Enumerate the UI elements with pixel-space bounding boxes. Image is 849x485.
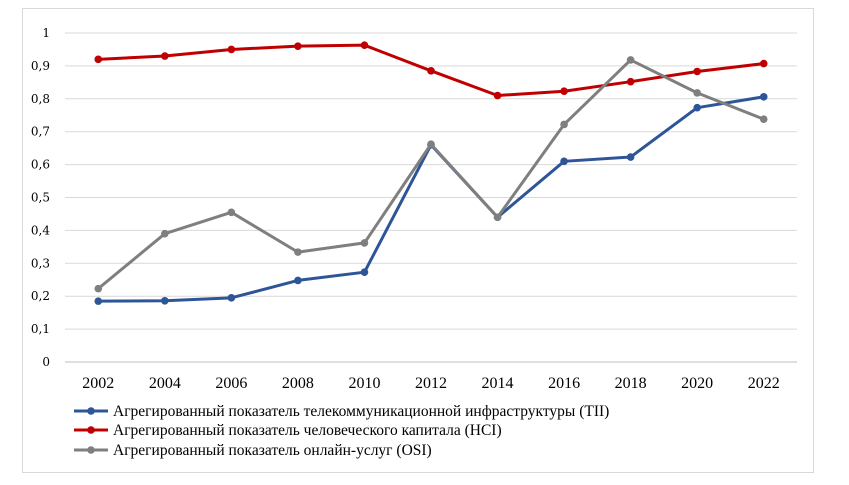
data-point <box>427 67 435 75</box>
data-point <box>360 41 369 49</box>
legend: Агрегированный показатель телекоммуникац… <box>74 403 609 459</box>
series-0 <box>94 93 768 305</box>
y-tick-label: 0,7 <box>31 125 50 139</box>
data-point <box>759 59 768 68</box>
y-tick-label: 0,1 <box>31 322 50 336</box>
legend-item-0: Агрегированный показатель телекоммуникац… <box>74 403 609 420</box>
data-point <box>161 229 169 238</box>
data-point <box>626 153 635 161</box>
data-point <box>693 67 701 76</box>
x-axis-ticks: 2002 2004 2006 2008 2010 2012 2014 2016 2018 2020… <box>82 375 779 392</box>
data-point <box>560 157 568 166</box>
y-tick-label: 0,9 <box>31 59 50 73</box>
data-point <box>493 91 502 100</box>
data-point <box>693 89 701 97</box>
series-1 <box>94 41 768 100</box>
x-tick-label: 2014 <box>482 375 514 392</box>
y-tick-label: 0,3 <box>31 256 50 270</box>
legend-item-2: Агрегированный показатель онлайн-услуг (… <box>74 442 432 459</box>
series-line <box>96 58 766 291</box>
x-tick-label: 2012 <box>415 375 447 392</box>
x-tick-label: 2018 <box>615 375 647 392</box>
data-point <box>94 55 103 64</box>
legend-swatch-marker <box>87 446 95 454</box>
y-tick-label: 0,6 <box>31 158 50 172</box>
legend-label: Агрегированный показатель человеческого … <box>113 422 502 439</box>
data-point <box>626 77 635 86</box>
gridlines <box>65 32 797 363</box>
legend-label: Агрегированный показатель онлайн-услуг (… <box>113 442 432 459</box>
data-point <box>161 297 169 305</box>
data-point <box>294 42 302 50</box>
series-line <box>96 95 766 303</box>
y-tick-label: 0 <box>42 355 50 369</box>
data-point <box>759 115 768 123</box>
legend-item-1: Агрегированный показатель человеческого … <box>74 422 502 439</box>
legend-swatch-marker <box>87 426 95 434</box>
data-point <box>693 103 701 112</box>
y-tick-label: 0,5 <box>31 191 50 205</box>
data-point <box>560 120 568 129</box>
data-point <box>493 213 502 222</box>
series-group <box>94 41 768 305</box>
data-point <box>227 45 236 54</box>
y-tick-label: 0,2 <box>31 289 50 303</box>
data-point <box>759 93 768 101</box>
x-tick-label: 2006 <box>215 375 247 392</box>
x-tick-label: 2020 <box>681 375 713 392</box>
y-tick-label: 0,4 <box>31 223 50 237</box>
x-tick-label: 2010 <box>348 375 380 392</box>
data-point <box>227 208 236 217</box>
data-point <box>94 284 103 293</box>
y-tick-label: 1 <box>42 26 50 40</box>
x-tick-label: 2022 <box>748 375 780 392</box>
x-tick-label: 2008 <box>282 375 314 392</box>
data-point <box>227 294 236 302</box>
data-point <box>360 268 369 276</box>
x-tick-label: 2016 <box>548 375 580 392</box>
data-point <box>360 239 369 247</box>
data-point <box>626 56 635 64</box>
y-tick-label: 0,8 <box>31 92 50 106</box>
data-point <box>294 248 302 256</box>
data-point <box>560 87 568 96</box>
x-tick-label: 2004 <box>149 375 181 392</box>
data-point <box>94 297 103 305</box>
legend-swatch-marker <box>87 407 95 415</box>
x-tick-label: 2002 <box>82 375 114 392</box>
legend-label: Агрегированный показатель телекоммуникац… <box>113 403 609 420</box>
data-point <box>161 52 169 60</box>
y-axis-ticks: 0 0,1 0,2 0,3 0,4 0,5 0,6 0,7 0,8 0,9 1 <box>31 26 50 369</box>
data-point <box>294 276 302 285</box>
series-2 <box>94 56 768 293</box>
data-point <box>427 140 435 149</box>
